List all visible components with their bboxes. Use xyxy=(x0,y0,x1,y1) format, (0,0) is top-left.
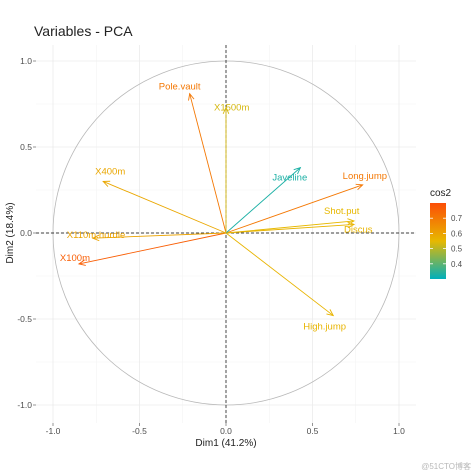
label-x110m-hurdle: X110m.hurdle xyxy=(67,230,125,241)
arrow-long-jump xyxy=(225,184,363,234)
y-tick-label: -0.5 xyxy=(17,314,32,324)
x-tick-label: -1.0 xyxy=(46,426,61,436)
label-javeline: Javeline xyxy=(272,173,307,184)
x-axis-ticks: -1.0 -0.5 0.0 0.5 1.0 xyxy=(46,423,405,436)
variable-labels: X100m Long.jump Shot.put High.jump X400m X110… xyxy=(60,82,387,333)
arrow-high-jump xyxy=(225,232,334,316)
label-high-jump: High.jump xyxy=(303,322,346,333)
y-tick-label: 1.0 xyxy=(20,56,32,66)
arrowhead-pole-vault xyxy=(188,92,195,101)
arrowhead-x400m xyxy=(102,180,111,187)
arrow-x110m-hurdle xyxy=(92,232,227,239)
arrow-x100m xyxy=(78,232,227,265)
chart-title: Variables - PCA xyxy=(34,23,133,39)
arrow-x400m xyxy=(102,180,227,234)
label-x1500m: X1500m xyxy=(214,102,249,113)
arrowhead-high-jump xyxy=(326,309,335,317)
arrowhead-x110m-hurdle xyxy=(91,234,100,242)
x-tick-label: -0.5 xyxy=(132,426,147,436)
arrowhead-discus xyxy=(347,221,356,229)
x-tick-label: 0.0 xyxy=(220,426,232,436)
label-x400m: X400m xyxy=(95,166,125,177)
y-tick-label: -1.0 xyxy=(17,400,32,410)
label-discus: Discus xyxy=(344,224,373,235)
legend-tick-label: 0.7 xyxy=(451,214,463,223)
label-long-jump: Long.jump xyxy=(343,171,387,182)
legend-tick-label: 0.6 xyxy=(451,229,463,238)
arrowhead-x1500m xyxy=(222,106,230,115)
y-tick-label: 0.0 xyxy=(20,228,32,238)
y-axis-ticks: -1.0 -0.5 0.0 0.5 1.0 xyxy=(17,56,36,410)
cos2-legend: cos2 0.4 0.5 0.6 0.7 xyxy=(430,188,463,279)
x-axis-title: Dim1 (41.2%) xyxy=(195,438,256,449)
arrow-discus xyxy=(225,223,355,234)
arrow-shot-put xyxy=(225,220,355,234)
legend-tick-label: 0.5 xyxy=(451,245,463,254)
label-pole-vault: Pole.vault xyxy=(159,82,201,93)
watermark-text: @51CTO博客 xyxy=(421,461,471,471)
arrow-javeline xyxy=(225,167,301,234)
label-x100m: X100m xyxy=(60,253,90,264)
legend-colorbar xyxy=(430,203,446,279)
y-axis-title: Dim2 (18.4%) xyxy=(5,202,16,263)
arrowhead-x100m xyxy=(77,259,86,266)
x-tick-label: 1.0 xyxy=(393,426,405,436)
arrowhead-javeline xyxy=(293,166,302,175)
legend-tick-label: 0.4 xyxy=(451,260,463,269)
variable-arrows xyxy=(77,92,364,317)
legend-title: cos2 xyxy=(430,188,452,199)
arrow-pole-vault xyxy=(189,93,227,234)
x-tick-label: 0.5 xyxy=(307,426,319,436)
arrowhead-long-jump xyxy=(355,183,364,190)
y-tick-label: 0.5 xyxy=(20,142,32,152)
legend-ticks: 0.4 0.5 0.6 0.7 xyxy=(430,214,463,269)
label-shot-put: Shot.put xyxy=(324,206,360,217)
